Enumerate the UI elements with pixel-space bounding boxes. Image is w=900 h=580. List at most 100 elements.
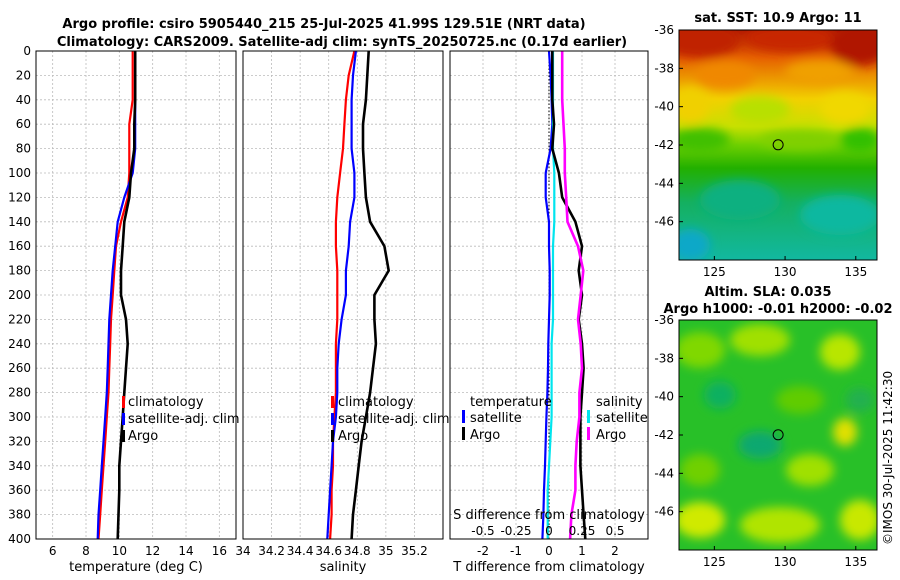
latitude-tick-label: -44 [654,466,674,480]
legend-s-satellite-label: satellite [596,411,648,426]
depth-tick-label: 380 [8,508,31,522]
latitude-tick-label: -44 [654,176,674,190]
sla-map-subtitle: Argo h1000: -0.01 h2000: -0.02 [663,302,892,317]
legend-satellite-adj-swatch [122,413,125,425]
sst-heatmap [679,30,877,260]
sst-map-panel: sat. SST: 10.9 Argo: 11 -36 [654,11,878,279]
legend-argo-label: Argo [128,429,158,444]
depth-tick-label: 260 [8,361,31,375]
legend-s-argo-label: Argo [596,428,626,443]
series-line-argo-s [560,51,585,540]
latitude-tick-label: -38 [654,61,674,75]
legend-argo-swatch [122,430,125,442]
t-difference-axis-label: T difference from climatology [452,560,645,575]
salinity-tick-labels: 34 34.2 34.4 34.6 34.8 35 35.2 [235,544,427,558]
argo-location-marker [772,429,784,441]
sst-longitude-labels: 125 130 135 [703,256,867,279]
x-tick-label: 14 [178,544,193,558]
legend-s-argo-swatch [587,427,590,440]
sla-longitude-labels: 125 130 135 [703,546,867,569]
s-tick-label: -0.5 [471,524,494,538]
salinity-axis-label: salinity [320,560,367,575]
depth-tick-label: 360 [8,483,31,497]
latitude-tick-label: -36 [654,313,674,327]
x-tick-label: 10 [112,544,127,558]
difference-panel: -2 -1 0 1 2 -0.5 -0.25 0 0.25 0.5 T difference f… [449,50,649,575]
x-tick-label: 8 [82,544,90,558]
legend-satellite-adj-label: satellite-adj. clim [128,412,240,427]
sla-map-title: Altim. SLA: 0.035 [705,285,832,300]
legend-t-satellite-label: satellite [470,411,522,426]
salinity-panel: 34 34.2 34.4 34.6 34.8 35 35.2 salinity climat… [235,50,450,575]
depth-tick-label: 280 [8,386,31,400]
legend-satellite-adj-swatch [331,413,334,425]
depth-tick-label: 20 [16,68,31,82]
depth-tick-label: 240 [8,337,31,351]
x-tick-label: 35 [378,544,393,558]
temperature-legend: climatology satellite-adj. clim Argo [122,395,240,444]
latitude-tick-label: -42 [654,428,674,442]
temperature-grid [36,50,236,540]
s-difference-tick-labels: -0.5 -0.25 0 0.25 0.5 [471,524,624,538]
salinity-lines [326,50,391,540]
sla-map-panel: Altim. SLA: 0.035 Argo h1000: -0.01 h200… [654,285,892,569]
depth-tick-label: 340 [8,459,31,473]
figure-subtitle: Climatology: CARS2009. Satellite-adj cli… [57,35,627,50]
imos-credit: ©IMOS 30-Jul-2025 11:42:30 [881,371,895,545]
temperature-axis-label: temperature (deg C) [69,560,203,575]
s-difference-axis-label: S difference from climatology [453,508,645,523]
x-tick-label: 34.2 [258,544,285,558]
depth-tick-label: 200 [8,288,31,302]
x-tick-label: -2 [477,544,489,558]
legend-argo-swatch [331,430,334,442]
sla-heatmap [679,320,877,550]
legend-salinity-title: salinity [596,395,643,410]
latitude-tick-label: -40 [654,100,674,114]
latitude-tick-label: -40 [654,390,674,404]
depth-tick-label: 140 [8,215,31,229]
depth-tick-label: 60 [16,117,31,131]
depth-tick-label: 100 [8,166,31,180]
difference-legend: temperature satellite Argo salinity sate… [462,395,648,443]
difference-lines [541,50,587,540]
legend-s-satellite-swatch [587,410,590,423]
temperature-panel: 0 20 40 60 80 100 120 140 160 180 200 220 240 260 280 3… [8,44,240,575]
x-tick-label: 2 [611,544,619,558]
latitude-tick-label: -46 [654,215,674,229]
x-tick-label: 34.6 [315,544,342,558]
longitude-tick-label: 130 [774,555,797,569]
x-tick-label: 34 [235,544,250,558]
sst-latitude-labels: -36 -38 -40 -42 -44 -46 [654,23,683,229]
temperature-tick-labels: 6 8 10 12 14 16 [49,544,227,558]
latitude-tick-label: -42 [654,138,674,152]
longitude-tick-label: 125 [703,555,726,569]
legend-temperature-title: temperature [470,395,552,410]
legend-climatology-label: climatology [128,395,204,410]
salinity-grid [242,50,443,540]
series-line-argo [350,50,391,540]
depth-tick-label: 40 [16,93,31,107]
s-tick-label: 0.5 [605,524,624,538]
depth-tick-label: 220 [8,312,31,326]
depth-tick-label: 300 [8,410,31,424]
legend-climatology-label: climatology [338,395,414,410]
salinity-legend: climatology satellite-adj. clim Argo [331,395,450,444]
x-tick-label: 12 [145,544,160,558]
temperature-lines [96,51,137,540]
latitude-tick-label: -38 [654,351,674,365]
x-tick-label: 0 [545,544,553,558]
sla-latitude-labels: -36 -38 -40 -42 -44 -46 [654,313,683,519]
x-tick-label: -1 [510,544,522,558]
t-difference-tick-labels: -2 -1 0 1 2 [477,544,619,558]
s-tick-label: -0.25 [500,524,531,538]
longitude-tick-label: 125 [703,265,726,279]
legend-t-argo-label: Argo [470,428,500,443]
legend-t-argo-swatch [462,427,465,440]
x-tick-label: 16 [212,544,227,558]
longitude-tick-label: 135 [844,265,867,279]
series-line-climatology [97,51,134,540]
latitude-tick-label: -46 [654,505,674,519]
x-tick-label: 6 [49,544,57,558]
s-tick-label: 0 [545,524,553,538]
